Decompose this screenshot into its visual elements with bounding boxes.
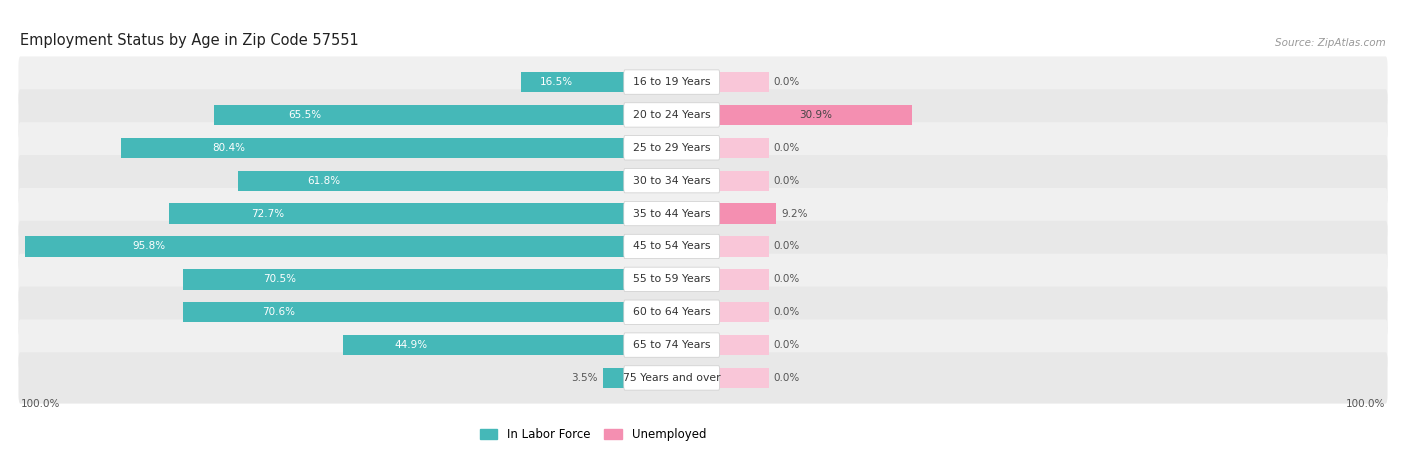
Bar	[718, 335, 769, 355]
FancyBboxPatch shape	[18, 155, 1388, 207]
FancyBboxPatch shape	[18, 89, 1388, 141]
Text: 0.0%: 0.0%	[773, 77, 800, 87]
Bar	[718, 138, 769, 158]
FancyBboxPatch shape	[624, 333, 720, 357]
FancyBboxPatch shape	[18, 286, 1388, 338]
Bar	[718, 302, 769, 322]
FancyBboxPatch shape	[624, 234, 720, 258]
Text: 72.7%: 72.7%	[252, 208, 284, 219]
Text: 0.0%: 0.0%	[773, 307, 800, 317]
FancyBboxPatch shape	[624, 267, 720, 291]
FancyBboxPatch shape	[624, 300, 720, 324]
Text: 0.0%: 0.0%	[773, 176, 800, 186]
FancyBboxPatch shape	[624, 169, 720, 193]
FancyBboxPatch shape	[18, 188, 1388, 239]
Bar	[718, 72, 769, 92]
Bar	[718, 368, 769, 388]
Bar	[718, 236, 769, 257]
Bar	[121, 138, 624, 158]
Text: 9.2%: 9.2%	[782, 208, 808, 219]
Bar	[718, 203, 776, 224]
FancyBboxPatch shape	[624, 70, 720, 94]
Text: 30 to 34 Years: 30 to 34 Years	[633, 176, 710, 186]
Text: 61.8%: 61.8%	[308, 176, 340, 186]
Bar	[718, 105, 912, 125]
Bar	[183, 302, 624, 322]
Text: 0.0%: 0.0%	[773, 143, 800, 153]
Text: 20 to 24 Years: 20 to 24 Years	[633, 110, 710, 120]
Text: 44.9%: 44.9%	[394, 340, 427, 350]
FancyBboxPatch shape	[18, 319, 1388, 371]
Bar	[238, 170, 624, 191]
Text: 25 to 29 Years: 25 to 29 Years	[633, 143, 710, 153]
Text: 16.5%: 16.5%	[540, 77, 574, 87]
Bar	[522, 72, 624, 92]
Bar	[343, 335, 624, 355]
Text: 0.0%: 0.0%	[773, 274, 800, 284]
Text: 35 to 44 Years: 35 to 44 Years	[633, 208, 710, 219]
Bar	[215, 105, 624, 125]
FancyBboxPatch shape	[624, 202, 720, 226]
Text: 80.4%: 80.4%	[212, 143, 245, 153]
Text: 30.9%: 30.9%	[799, 110, 832, 120]
FancyBboxPatch shape	[624, 103, 720, 127]
FancyBboxPatch shape	[624, 366, 720, 390]
Bar	[183, 269, 624, 290]
FancyBboxPatch shape	[18, 56, 1388, 108]
FancyBboxPatch shape	[18, 122, 1388, 174]
Text: 100.0%: 100.0%	[1347, 399, 1386, 409]
Bar	[718, 170, 769, 191]
FancyBboxPatch shape	[18, 221, 1388, 272]
Bar	[169, 203, 624, 224]
Bar	[603, 368, 624, 388]
Text: 65.5%: 65.5%	[288, 110, 322, 120]
FancyBboxPatch shape	[18, 253, 1388, 305]
Text: 55 to 59 Years: 55 to 59 Years	[633, 274, 710, 284]
Text: 45 to 54 Years: 45 to 54 Years	[633, 241, 710, 252]
Text: 95.8%: 95.8%	[132, 241, 166, 252]
Text: Employment Status by Age in Zip Code 57551: Employment Status by Age in Zip Code 575…	[20, 32, 359, 47]
Bar	[25, 236, 624, 257]
FancyBboxPatch shape	[18, 352, 1388, 404]
FancyBboxPatch shape	[624, 136, 720, 160]
Text: 60 to 64 Years: 60 to 64 Years	[633, 307, 710, 317]
Text: 75 Years and over: 75 Years and over	[623, 373, 720, 383]
Text: 70.6%: 70.6%	[262, 307, 295, 317]
Text: 0.0%: 0.0%	[773, 373, 800, 383]
Text: 0.0%: 0.0%	[773, 340, 800, 350]
Text: 0.0%: 0.0%	[773, 241, 800, 252]
Bar	[718, 269, 769, 290]
Text: 100.0%: 100.0%	[20, 399, 59, 409]
Text: 3.5%: 3.5%	[571, 373, 598, 383]
Text: 70.5%: 70.5%	[263, 274, 295, 284]
Text: Source: ZipAtlas.com: Source: ZipAtlas.com	[1275, 37, 1386, 47]
Text: 65 to 74 Years: 65 to 74 Years	[633, 340, 710, 350]
Legend: In Labor Force, Unemployed: In Labor Force, Unemployed	[475, 423, 710, 446]
Text: 16 to 19 Years: 16 to 19 Years	[633, 77, 710, 87]
